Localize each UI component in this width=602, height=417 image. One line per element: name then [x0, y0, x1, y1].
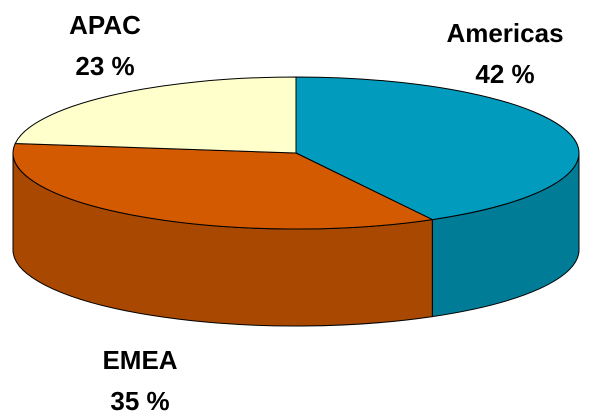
slice — [14, 76, 297, 154]
slice-label: Americas — [446, 18, 563, 48]
slice-label: APAC — [69, 10, 141, 40]
slice — [295, 76, 580, 221]
slice-value-label: 23 % — [75, 51, 134, 81]
slice-label: EMEA — [102, 345, 177, 375]
slice-value-label: 42 % — [475, 59, 534, 89]
slice-value-label: 35 % — [110, 386, 169, 416]
slice — [12, 142, 435, 230]
